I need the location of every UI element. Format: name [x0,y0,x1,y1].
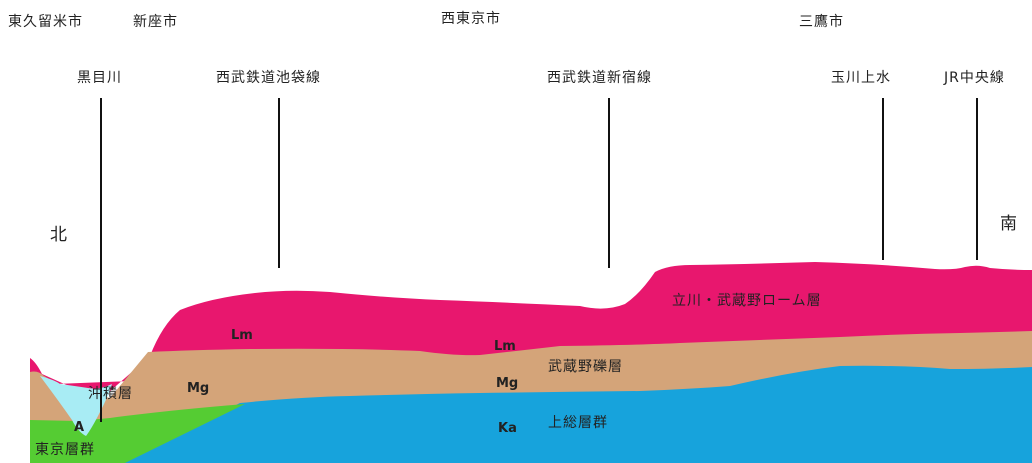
label-kurome-river: 黒目川 [77,70,122,86]
city-nishitokyo: 西東京市 [441,10,501,27]
direction-south: 南 [1000,214,1017,234]
alluvium-layer [40,376,112,436]
city-mitaka: 三鷹市 [799,13,844,30]
label-ikebukuro-line: 西武鉄道池袋線 [216,70,321,86]
city-niiza: 新座市 [133,13,178,30]
code-lm-mid: Lm [494,339,516,354]
city-higashikurume: 東久留米市 [8,13,83,30]
label-tamagawa-josui: 玉川上水 [831,70,891,86]
layer-label-tokyo-group: 東京層群 [35,442,95,458]
label-shinjuku-line: 西武鉄道新宿線 [547,69,652,86]
kazusa-layer [120,365,1032,463]
layer-label-loam: 立川・武蔵野ローム層 [672,293,822,309]
direction-north: 北 [50,225,67,245]
code-lm-left: Lm [231,328,253,343]
layer-label-gravel: 武蔵野礫層 [548,359,623,375]
code-ka: Ka [498,421,517,436]
code-mg-left: Mg [187,381,209,396]
layer-label-kazusa: 上総層群 [548,415,608,431]
label-chuo-line: JR中央線 [943,70,1005,86]
layer-label-alluvium: 沖積層 [88,386,133,402]
code-mg-mid: Mg [496,376,518,391]
code-a: A [74,420,84,435]
tokyo-group-layer [30,404,245,463]
